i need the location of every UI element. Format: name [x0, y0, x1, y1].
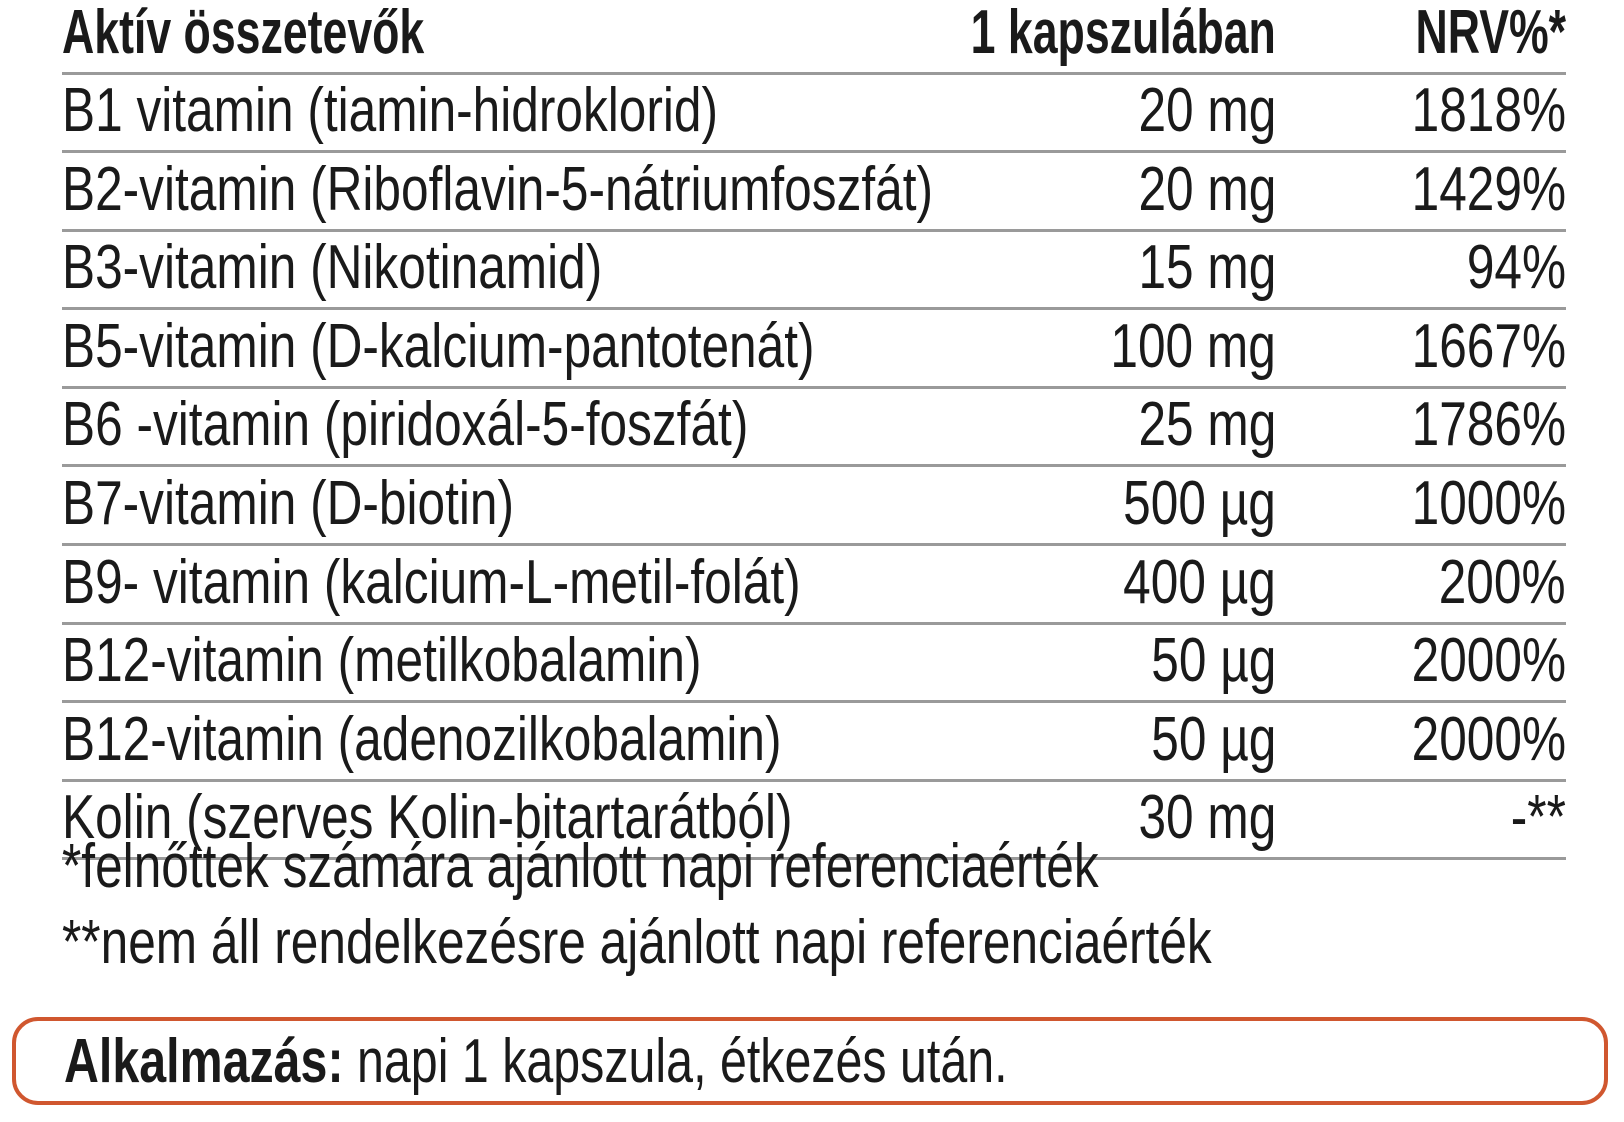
cell-nrv: 2000%	[1411, 704, 1566, 774]
header-ingredient: Aktív összetevők	[62, 0, 425, 67]
cell-ingredient: B5-vitamin (D-kalcium-pantotenát)	[62, 311, 815, 381]
cell-amount: 50 µg	[1150, 704, 1276, 774]
table-row: B3-vitamin (Nikotinamid) 15 mg 94%	[62, 229, 1566, 311]
cell-amount: 50 µg	[1150, 626, 1276, 696]
table-row: Kolin (szerves Kolin-bitartarátból) 30 mg…	[62, 779, 1566, 861]
usage-text: Alkalmazás: napi 1 kapszula, étkezés utá…	[64, 1027, 1008, 1097]
usage-box: Alkalmazás: napi 1 kapszula, étkezés utá…	[12, 1017, 1608, 1105]
table-row: B9- vitamin (kalcium-L-metil-folát) 400 µ…	[62, 544, 1566, 625]
usage-instructions: napi 1 kapszula, étkezés után.	[343, 1027, 1008, 1096]
cell-amount: 500 µg	[1123, 469, 1276, 538]
cell-nrv: 1429%	[1411, 154, 1566, 224]
table-row: B1 vitamin (tiamin-hidroklorid) 20 mg 1818…	[62, 72, 1566, 153]
footnote-no-nrv: **nem áll rendelkezésre ajánlott napi re…	[62, 908, 1212, 977]
cell-ingredient: B2-vitamin (Riboflavin-5-nátriumfoszfát)	[62, 154, 934, 224]
cell-ingredient: B12-vitamin (metilkobalamin)	[62, 626, 702, 696]
table-header: Aktív összetevők 1 kapszulában NRV%*	[62, 0, 1566, 75]
header-nrv: NRV%*	[1415, 0, 1566, 67]
cell-amount: 100 mg	[1110, 311, 1276, 381]
footnote-nrv: *felnőttek számára ajánlott napi referen…	[62, 832, 1099, 901]
cell-nrv: 1786%	[1411, 390, 1566, 460]
cell-nrv: 94%	[1466, 233, 1566, 303]
table-row: B7-vitamin (D-biotin) 500 µg 1000%	[62, 465, 1566, 546]
cell-amount: 20 mg	[1138, 154, 1276, 224]
usage-label: Alkalmazás:	[64, 1027, 344, 1096]
table-row: B2-vitamin (Riboflavin-5-nátriumfoszfát)…	[62, 151, 1566, 232]
cell-ingredient: B6 -vitamin (piridoxál-5-foszfát)	[62, 390, 749, 460]
cell-nrv: 1667%	[1411, 311, 1566, 381]
cell-ingredient: Kolin (szerves Kolin-bitartarátból)	[62, 783, 793, 853]
table-row: B5-vitamin (D-kalcium-pantotenát) 100 mg 1…	[62, 308, 1566, 389]
cell-ingredient: B1 vitamin (tiamin-hidroklorid)	[62, 76, 719, 145]
cell-amount: 30 mg	[1138, 783, 1276, 853]
cell-ingredient: B7-vitamin (D-biotin)	[62, 469, 515, 538]
cell-nrv: 2000%	[1411, 626, 1566, 696]
header-amount: 1 kapszulában	[970, 0, 1276, 67]
cell-amount: 15 mg	[1138, 233, 1276, 303]
cell-nrv: -**	[1510, 783, 1566, 853]
cell-nrv: 200%	[1439, 547, 1566, 617]
cell-nrv: 1818%	[1411, 76, 1566, 145]
table-row: B12-vitamin (adenozilkobalamin) 50 µg 2000…	[62, 701, 1566, 782]
cell-amount: 400 µg	[1123, 547, 1276, 617]
cell-amount: 20 mg	[1138, 76, 1276, 145]
table-row: B12-vitamin (metilkobalamin) 50 µg 2000%	[62, 622, 1566, 704]
cell-ingredient: B3-vitamin (Nikotinamid)	[62, 233, 603, 303]
cell-ingredient: B9- vitamin (kalcium-L-metil-folát)	[62, 547, 801, 617]
cell-nrv: 1000%	[1411, 469, 1566, 538]
cell-amount: 25 mg	[1138, 390, 1276, 460]
table-row: B6 -vitamin (piridoxál-5-foszfát) 25 mg 17…	[62, 386, 1566, 468]
cell-ingredient: B12-vitamin (adenozilkobalamin)	[62, 704, 782, 774]
